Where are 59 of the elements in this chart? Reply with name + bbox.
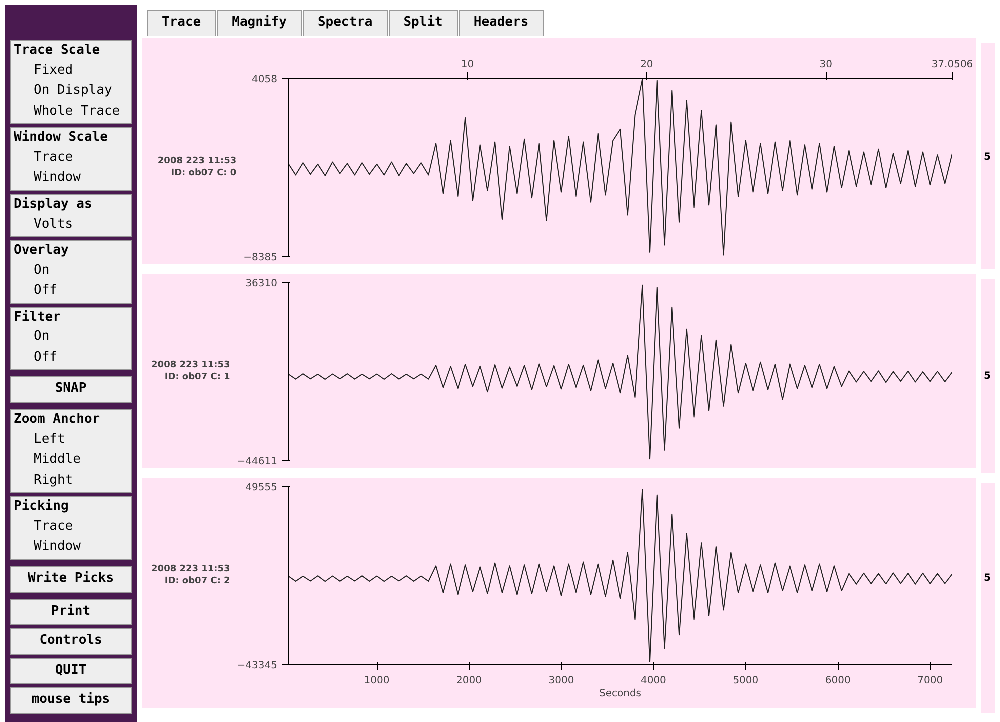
line-series xyxy=(288,488,952,662)
text: Middle xyxy=(33,451,82,470)
x-tick-label: 5000 xyxy=(733,676,759,686)
text: Display as xyxy=(14,196,94,214)
x-tick-label: 2000 xyxy=(456,676,482,686)
y-tick-label: −43345 xyxy=(237,660,278,672)
category-label: Split xyxy=(388,10,458,36)
text: Controls xyxy=(10,628,132,655)
x-tick-label: 6000 xyxy=(825,676,851,686)
y-tick-label: 36310 xyxy=(246,278,278,290)
x-axis-title: Seconds xyxy=(599,688,642,700)
text: Write Picks xyxy=(10,566,132,592)
y-tick-label: −8385 xyxy=(244,252,278,264)
y-axis-title: 2008 223 11:53 ID: ob07 C: 2 xyxy=(152,564,230,586)
text: Trace xyxy=(33,148,74,167)
x2-tick-label: 20 xyxy=(640,60,654,70)
text: Window Scale xyxy=(14,129,109,148)
text: Zoom Anchor xyxy=(14,411,102,429)
x2-tick-label: 30 xyxy=(820,60,833,70)
category-label: Trace xyxy=(147,10,216,36)
category-label: Headers xyxy=(458,10,544,36)
text: On xyxy=(33,262,51,280)
x-tick-label: 7000 xyxy=(918,676,944,686)
y-axis-title: 2008 223 11:53 ID: ob07 C: 0 xyxy=(158,156,237,178)
text: 5 xyxy=(984,151,991,165)
x-tick-label: 4000 xyxy=(640,676,666,686)
text: Whole Trace xyxy=(33,102,122,121)
text: Filter xyxy=(14,308,62,327)
x-tick-label: 3000 xyxy=(548,676,574,686)
text: On Display xyxy=(33,82,114,100)
y-axis-title: 2008 223 11:53 ID: ob07 C: 1 xyxy=(152,360,230,382)
text: Trace Scale xyxy=(14,42,102,60)
text: Picking xyxy=(14,498,70,516)
text: Volts xyxy=(33,216,74,234)
category-label: Spectra xyxy=(302,10,388,36)
line-series xyxy=(288,284,952,460)
category-label: Magnify xyxy=(217,10,302,36)
text: QUIT xyxy=(10,658,132,684)
text: Left xyxy=(33,430,66,449)
text: Overlay xyxy=(14,242,70,260)
x2-tick-label: 10 xyxy=(461,60,474,70)
y-tick-label: 4058 xyxy=(252,74,278,86)
y-tick-label: −44611 xyxy=(237,456,278,468)
text: mouse tips xyxy=(10,687,132,714)
text: On xyxy=(33,328,51,346)
text: Off xyxy=(33,348,58,367)
text: Fixed xyxy=(33,62,74,80)
text: Off xyxy=(33,282,58,300)
text: SNAP xyxy=(10,376,132,403)
text: Right xyxy=(33,472,74,490)
text: 5 xyxy=(984,370,991,384)
text: Window xyxy=(33,538,82,556)
text: Print xyxy=(10,598,132,626)
y-tick-label: 49555 xyxy=(246,482,278,494)
text: 5 xyxy=(984,572,991,586)
text: Window xyxy=(33,169,82,188)
text: Trace xyxy=(33,518,74,536)
x2-tick-label: 37.0506 xyxy=(932,60,974,70)
x-tick-label: 1000 xyxy=(364,676,390,686)
